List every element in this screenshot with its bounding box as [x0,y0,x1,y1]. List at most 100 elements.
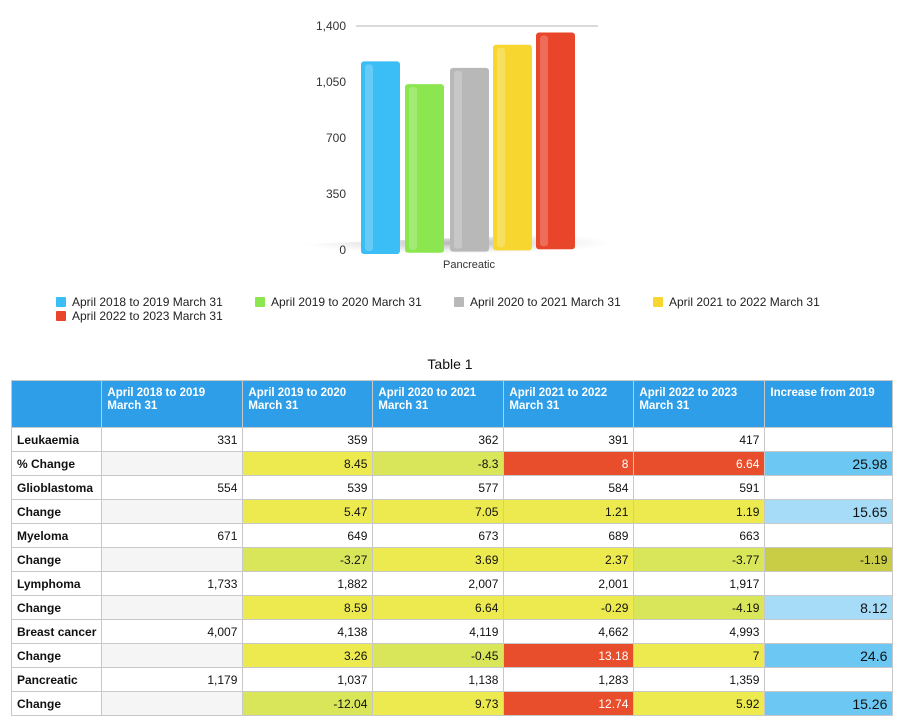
legend-item: April 2018 to 2019 March 31 [56,295,223,309]
table-cell: 577 [372,475,505,500]
table-cell: 4,138 [242,619,374,644]
table-cell [101,643,244,668]
table-title: Table 1 [427,356,473,372]
column-header: April 2018 to 2019 March 31 [101,380,244,428]
table-row: Lymphoma 1,733 1,882 2,007 2,001 1,917 [10,571,894,596]
y-tick-label: 1,400 [316,19,346,33]
table-cell: 8 [503,451,635,476]
table-cell: -0.45 [372,643,505,668]
table-cell: 1,882 [242,571,374,596]
table-row: Glioblastoma 554 539 577 584 591 [10,475,894,500]
legend-swatch [653,297,663,307]
table-cell: -3.27 [242,547,374,572]
row-label: Glioblastoma [10,475,103,500]
y-tick-label: 350 [326,187,346,201]
bar-highlight [540,35,548,247]
table-cell: 8.12 [764,595,894,620]
table-cell: 25.98 [764,451,894,476]
bar-3 [450,67,489,252]
table-cell: 1,359 [633,667,766,692]
table-row: Leukaemia 331 359 362 391 417 [10,427,894,452]
table-cell [101,691,244,716]
table-cell: 591 [633,475,766,500]
row-label: Leukaemia [10,427,103,452]
table-cell: -1.19 [764,547,894,572]
table-cell: 1.19 [633,499,766,524]
table-cell: 7 [633,643,766,668]
x-axis-category-label: Pancreatic [443,259,495,271]
bar-highlight [497,47,505,248]
table-cell: 4,993 [633,619,766,644]
bar-5 [536,32,575,250]
column-header: April 2021 to 2022 March 31 [503,380,635,428]
table-cell: 12.74 [503,691,635,716]
table-cell: 3.26 [242,643,374,668]
table-cell: 554 [101,475,244,500]
legend-label: April 2019 to 2020 March 31 [271,295,422,309]
legend-label: April 2022 to 2023 March 31 [72,309,223,323]
table-row: Change 8.59 6.64 -0.29 -4.19 8.12 [10,595,894,620]
table-cell: 5.47 [242,499,374,524]
table-cell: -4.19 [633,595,766,620]
table-row: % Change 8.45 -8.3 8 6.64 25.98 [10,451,894,476]
column-header: April 2020 to 2021 March 31 [372,380,505,428]
table-cell: -3.77 [633,547,766,572]
y-tick-label: 700 [326,131,346,145]
row-label: Change [10,547,103,572]
table-row: Change -3.27 3.69 2.37 -3.77 -1.19 [10,547,894,572]
table-cell [764,667,894,692]
table-row: Change -12.04 9.73 12.74 5.92 15.26 [10,691,894,716]
table-cell [101,499,244,524]
legend-swatch [255,297,265,307]
table-row: Breast cancer 4,007 4,138 4,119 4,662 4,993 [10,619,894,644]
bar-highlight [454,70,462,249]
table-cell: 663 [633,523,766,548]
legend-item: April 2022 to 2023 March 31 [56,309,223,323]
bar-2 [405,84,444,253]
row-label: Lymphoma [10,571,103,596]
table-cell [101,595,244,620]
table-cell: 649 [242,523,374,548]
table-cell: 671 [101,523,244,548]
table-cell [764,619,894,644]
table-cell: 391 [503,427,635,452]
legend-item: April 2019 to 2020 March 31 [255,295,422,309]
table-cell: 2,007 [372,571,505,596]
table-row: Change 3.26 -0.45 13.18 7 24.6 [10,643,894,668]
row-label: Breast cancer [10,619,103,644]
y-tick-label: 0 [339,243,346,257]
table-cell: 1,037 [242,667,374,692]
table-row: Myeloma 671 649 673 689 663 [10,523,894,548]
table-cell: 8.59 [242,595,374,620]
table-cell: -8.3 [372,451,505,476]
table-cell: 6.64 [633,451,766,476]
row-label: Change [10,499,103,524]
table-cell [101,547,244,572]
data-table: April 2018 to 2019 March 31 April 2019 to… [10,380,894,716]
table-cell: 1,733 [101,571,244,596]
row-label: Change [10,595,103,620]
table-header-row: April 2018 to 2019 March 31 April 2019 to… [10,380,894,428]
column-header: April 2019 to 2020 March 31 [242,380,374,428]
table-cell: 8.45 [242,451,374,476]
table-cell: 15.26 [764,691,894,716]
table-row: Pancreatic 1,179 1,037 1,138 1,283 1,359 [10,667,894,692]
legend-label: April 2020 to 2021 March 31 [470,295,621,309]
table-cell: 1,283 [503,667,635,692]
row-label: Change [10,643,103,668]
table-cell: 1,138 [372,667,505,692]
bar-4 [493,44,532,251]
table-cell: 417 [633,427,766,452]
legend-label: April 2018 to 2019 March 31 [72,295,223,309]
table-cell: 2,001 [503,571,635,596]
table-cell: 5.92 [633,691,766,716]
table-cell: 689 [503,523,635,548]
table-cell: 1,179 [101,667,244,692]
legend-swatch [454,297,464,307]
table-cell: 2.37 [503,547,635,572]
legend-item: April 2020 to 2021 March 31 [454,295,621,309]
table-cell: 6.64 [372,595,505,620]
table-cell: 7.05 [372,499,505,524]
table-cell: 539 [242,475,374,500]
bar-highlight [365,64,373,251]
